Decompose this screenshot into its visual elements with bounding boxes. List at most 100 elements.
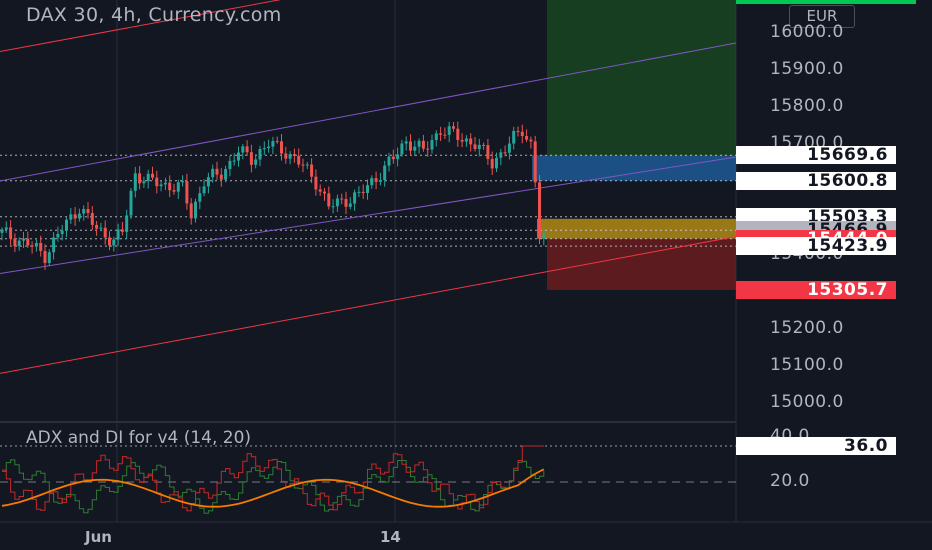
candle-body-35: [151, 173, 154, 178]
candle-body-30: [129, 190, 133, 216]
candle-body-32: [138, 173, 142, 184]
candle-body-112: [482, 144, 486, 146]
candle-body-58: [249, 152, 253, 165]
candle-body-113: [486, 145, 490, 159]
price-axis-label: 15200.0: [770, 318, 844, 338]
indicator-last-value-tag[interactable]: 36.0: [736, 437, 896, 455]
time-axis-label: 14: [380, 528, 401, 546]
candle-body-84: [361, 191, 365, 194]
candle-body-39: [168, 182, 172, 191]
candle-body-62: [267, 146, 271, 149]
candle-body-107: [460, 139, 464, 142]
candle-body-10: [43, 250, 47, 264]
candle-body-117: [503, 152, 507, 154]
candle-body-21: [90, 213, 94, 225]
candle-body-56: [241, 146, 245, 153]
di-plus-line: [2, 459, 545, 514]
price-tag[interactable]: 15305.7: [736, 280, 896, 299]
candle-body-118: [507, 143, 511, 153]
candle-body-6: [26, 238, 30, 246]
candle-body-51: [219, 174, 223, 180]
candle-body-99: [426, 148, 430, 150]
candle-body-96: [413, 146, 417, 151]
candle-body-13: [56, 233, 60, 238]
candle-body-94: [404, 141, 408, 144]
candle-body-5: [22, 238, 25, 241]
candle-body-78: [335, 198, 339, 207]
candle-body-95: [409, 141, 412, 151]
candle-body-43: [185, 181, 189, 204]
candle-body-41: [176, 182, 180, 192]
candle-body-33: [142, 181, 146, 184]
candle-body-74: [318, 189, 322, 192]
candle-body-46: [198, 193, 202, 202]
candle-body-59: [254, 159, 258, 165]
candle-body-73: [314, 176, 318, 190]
candle-body-103: [443, 134, 447, 136]
candle-body-79: [340, 198, 344, 200]
price-tag[interactable]: 15423.9: [736, 237, 896, 256]
candle-body-65: [280, 141, 283, 154]
candle-body-11: [47, 252, 51, 264]
candle-body-53: [228, 160, 232, 170]
candle-body-82: [353, 192, 357, 204]
candle-body-93: [400, 143, 404, 155]
candle-body-102: [439, 133, 443, 135]
candle-body-18: [77, 213, 81, 219]
price-axis-label: 15100.0: [770, 355, 844, 375]
candle-body-4: [17, 240, 21, 247]
candle-body-49: [211, 168, 215, 178]
candle-body-42: [181, 181, 185, 183]
candle-body-23: [99, 227, 103, 229]
candle-body-26: [112, 239, 116, 246]
candle-body-45: [194, 201, 197, 219]
candle-body-12: [52, 237, 56, 253]
candle-body-119: [512, 130, 516, 144]
candle-body-19: [82, 209, 86, 214]
trendline-lower: [0, 236, 737, 374]
candle-body-34: [146, 173, 150, 182]
indicator-axis-label: 20.0: [770, 471, 810, 491]
candle-body-91: [391, 156, 395, 160]
candle-body-101: [434, 133, 438, 140]
candle-body-87: [374, 178, 378, 182]
candle-body-120: [516, 130, 520, 132]
candle-body-60: [258, 149, 262, 160]
channel-upper-line: [0, 42, 737, 182]
candle-body-81: [348, 203, 352, 207]
candle-body-9: [39, 242, 43, 251]
candle-body-40: [172, 190, 176, 192]
take-profit-zone: [547, 0, 736, 156]
candle-body-75: [323, 191, 326, 194]
price-tag[interactable]: 15600.8: [736, 171, 896, 190]
candle-body-27: [116, 229, 120, 240]
price-tag[interactable]: 15669.6: [736, 146, 896, 165]
candle-body-24: [103, 227, 107, 238]
price-axis-label: 15900.0: [770, 59, 844, 79]
candle-body-64: [275, 141, 279, 143]
candle-body-2: [9, 227, 13, 239]
candle-body-70: [301, 164, 305, 166]
candle-body-111: [477, 144, 481, 150]
candle-body-124: [533, 141, 537, 183]
entry-zone-blue: [532, 155, 736, 181]
candle-body-86: [370, 178, 374, 186]
currency-button[interactable]: EUR: [789, 5, 855, 28]
candle-body-92: [396, 154, 400, 160]
candle-body-98: [421, 140, 425, 149]
candle-body-90: [387, 156, 391, 166]
candle-body-114: [490, 158, 494, 169]
candle-body-0: [0, 229, 4, 233]
stop-loss-zone: [547, 238, 736, 290]
candle-body-122: [525, 136, 529, 140]
candle-body-52: [224, 169, 228, 180]
candle-body-54: [232, 160, 236, 162]
candle-body-125: [538, 182, 541, 239]
candle-body-15: [65, 219, 68, 231]
candle-body-100: [430, 139, 434, 150]
candle-body-44: [189, 203, 193, 219]
candle-body-97: [417, 140, 421, 147]
candle-body-14: [60, 230, 64, 234]
